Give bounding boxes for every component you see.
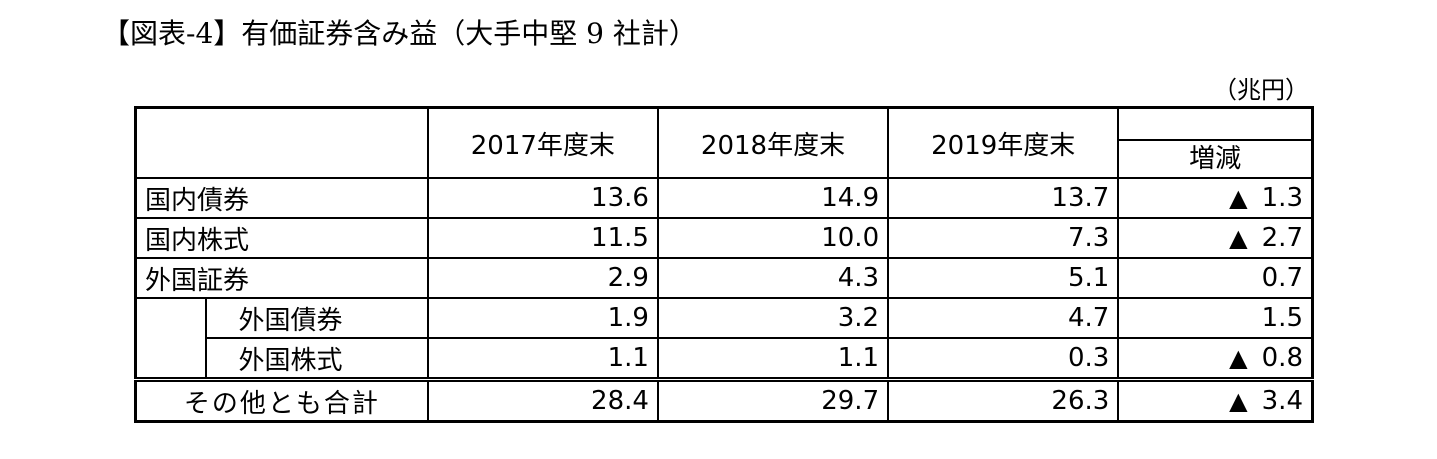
row-label: 国内株式 bbox=[134, 217, 429, 259]
decrease-marker-icon: ▲ bbox=[1229, 184, 1248, 212]
value-2018: 4.3 bbox=[656, 257, 890, 299]
indent-spacer bbox=[134, 298, 207, 380]
value-2017: 11.5 bbox=[426, 217, 659, 259]
total-2019: 26.3 bbox=[887, 377, 1120, 423]
header-change-cell: 増減 bbox=[1117, 106, 1314, 179]
change-value: ▲ 1.3 bbox=[1117, 177, 1314, 219]
change-number: 2.7 bbox=[1261, 223, 1303, 253]
row-label: 外国債券 bbox=[204, 297, 429, 339]
header-2018: 2018年度末 bbox=[656, 106, 890, 179]
value-2017: 2.9 bbox=[426, 257, 659, 299]
header-change: 増減 bbox=[1120, 139, 1311, 176]
header-2017: 2017年度末 bbox=[426, 106, 659, 179]
page-title: 【図表-4】有価証券含み益（大手中堅 9 社計） bbox=[102, 17, 697, 50]
total-change: ▲ 3.4 bbox=[1117, 377, 1314, 423]
total-row: その他とも合計 28.4 29.7 26.3 ▲ 3.4 bbox=[134, 377, 1314, 423]
change-number: 1.5 bbox=[1261, 303, 1303, 333]
value-2018: 1.1 bbox=[656, 337, 890, 381]
value-2018: 10.0 bbox=[656, 217, 890, 259]
header-row: 2017年度末 2018年度末 2019年度末 増減 bbox=[134, 106, 1314, 179]
row-label: 外国証券 bbox=[134, 257, 429, 299]
total-label: その他とも合計 bbox=[134, 377, 429, 423]
total-2018: 29.7 bbox=[656, 377, 890, 423]
change-number: 0.7 bbox=[1261, 263, 1303, 293]
value-2017: 13.6 bbox=[426, 177, 659, 219]
value-2018: 3.2 bbox=[656, 297, 890, 339]
change-value: ▲ 0.8 bbox=[1117, 337, 1314, 381]
value-2019: 5.1 bbox=[887, 257, 1120, 299]
change-number: 1.3 bbox=[1261, 183, 1303, 213]
row-label: 外国株式 bbox=[204, 337, 429, 381]
value-2019: 4.7 bbox=[887, 297, 1120, 339]
decrease-marker-icon: ▲ bbox=[1229, 387, 1248, 415]
value-2019: 13.7 bbox=[887, 177, 1120, 219]
table-row: 外国債券 1.9 3.2 4.7 1.5 bbox=[134, 297, 1314, 380]
unit-label: （兆円） bbox=[1213, 76, 1309, 104]
decrease-marker-icon: ▲ bbox=[1229, 224, 1248, 252]
row-label: 国内債券 bbox=[134, 177, 429, 219]
securities-table: 2017年度末 2018年度末 2019年度末 増減 国内債券 13.6 14.… bbox=[134, 106, 1314, 423]
value-2018: 14.9 bbox=[656, 177, 890, 219]
value-2019: 7.3 bbox=[887, 217, 1120, 259]
value-2019: 0.3 bbox=[887, 337, 1120, 381]
change-value: 1.5 bbox=[1117, 297, 1314, 339]
value-2017: 1.9 bbox=[426, 297, 659, 339]
header-2019: 2019年度末 bbox=[887, 106, 1120, 179]
value-2017: 1.1 bbox=[426, 337, 659, 381]
change-number: 0.8 bbox=[1261, 343, 1303, 373]
change-value: ▲ 2.7 bbox=[1117, 217, 1314, 259]
change-number: 3.4 bbox=[1261, 386, 1303, 416]
table-row: 外国株式 1.1 1.1 0.3 ▲ 0.8 bbox=[136, 337, 1314, 381]
header-corner-cell bbox=[134, 106, 429, 179]
table-row: 国内株式 11.5 10.0 7.3 ▲ 2.7 bbox=[134, 217, 1314, 259]
change-value: 0.7 bbox=[1117, 257, 1314, 299]
decrease-marker-icon: ▲ bbox=[1229, 344, 1248, 372]
table-row: 外国証券 2.9 4.3 5.1 0.7 bbox=[134, 257, 1314, 299]
total-2017: 28.4 bbox=[426, 377, 659, 423]
table-row: 国内債券 13.6 14.9 13.7 ▲ 1.3 bbox=[134, 177, 1314, 219]
